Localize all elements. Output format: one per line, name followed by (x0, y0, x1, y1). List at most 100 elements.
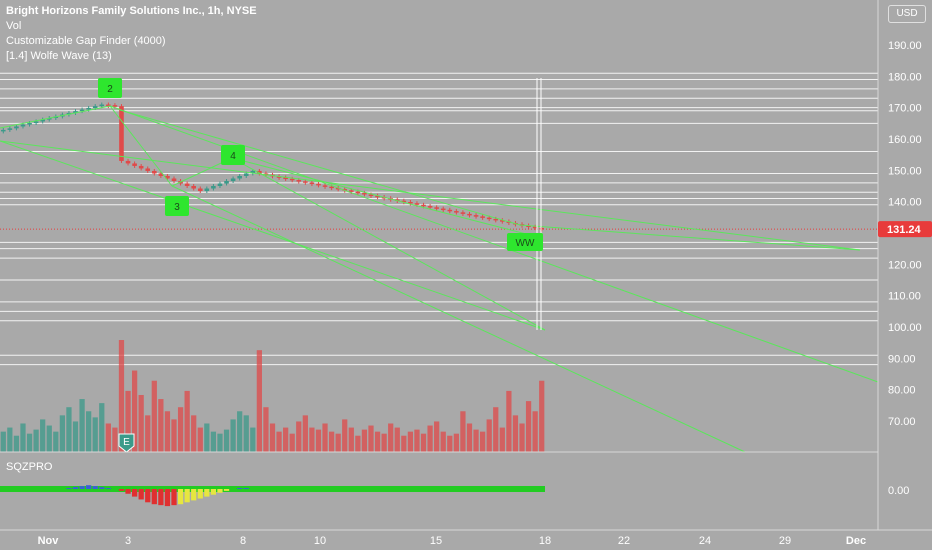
volume-bar-3 (20, 423, 26, 452)
y-tick-190: 190.00 (888, 40, 922, 52)
candle-2 (14, 126, 19, 129)
wave-line-10 (519, 224, 861, 251)
y-tick-120: 120.00 (888, 259, 922, 271)
candle-14 (92, 106, 98, 108)
volume-bar-79 (519, 423, 525, 452)
candle-43 (283, 177, 288, 180)
price-axis[interactable]: 70.0080.0090.00100.00110.00120.00130.001… (888, 40, 922, 428)
wave-label-0: 2 (98, 78, 122, 98)
y-tick-150: 150.00 (888, 165, 922, 177)
sqz-bar-19 (125, 489, 131, 494)
candle-4 (27, 123, 32, 125)
candle-54 (355, 191, 361, 194)
sqz-bar-27 (177, 489, 184, 505)
sqz-bar-13 (86, 485, 92, 489)
candle-29 (191, 186, 197, 189)
wave-label-text-1: 3 (174, 202, 180, 213)
candle-44 (289, 178, 295, 181)
candle-56 (368, 194, 374, 196)
volume-bar-37 (243, 415, 249, 452)
volume-bar-7 (46, 425, 52, 452)
volume-bar-48 (315, 429, 322, 452)
time-axis[interactable]: Nov 3 8 10 15 18 22 24 29 Dec (38, 535, 866, 547)
candle-36 (237, 175, 242, 179)
sqz-bar-15 (99, 487, 105, 489)
x-tick-9: Dec (846, 535, 866, 547)
sqzpro-label[interactable]: SQZPRO (6, 461, 53, 473)
candle-0 (0, 129, 6, 132)
volume-bar-5 (33, 429, 39, 452)
volume-bar-15 (99, 403, 105, 452)
volume-bar-75 (493, 407, 499, 452)
volume-bar-50 (328, 431, 335, 452)
candle-76 (500, 220, 505, 222)
y-tick-100: 100.00 (888, 322, 922, 334)
candle-66 (434, 207, 439, 209)
candle-61 (401, 200, 407, 203)
candle-12 (79, 109, 85, 112)
volume-bar-51 (335, 433, 341, 452)
candle-33 (217, 183, 223, 186)
volume-bar-43 (283, 427, 289, 452)
x-tick-0: Nov (38, 535, 60, 547)
wave-label-bg-2 (221, 145, 245, 165)
sqz-bar-14 (92, 486, 98, 489)
volume-bar-78 (512, 415, 519, 452)
candle-24 (158, 173, 164, 176)
candle-13 (86, 107, 91, 110)
x-tick-6: 22 (618, 535, 630, 547)
volume-bar-28 (184, 390, 190, 452)
volume-bar-60 (394, 427, 400, 452)
candle-74 (486, 217, 492, 220)
volume-bar-59 (388, 423, 394, 452)
wave-label-text-3: WW (516, 238, 535, 249)
candle-64 (421, 204, 426, 207)
volume-bar-32 (210, 431, 217, 452)
indicator-wolfe-wave[interactable]: [1.4] Wolfe Wave (13) (6, 50, 112, 62)
indicator-gap-finder[interactable]: Customizable Gap Finder (4000) (6, 35, 166, 47)
last-price-value: 131.24 (887, 224, 922, 236)
candle-62 (408, 201, 413, 204)
candle-32 (211, 186, 216, 189)
volume-bar-35 (230, 419, 236, 452)
symbol-title[interactable]: Bright Horizons Family Solutions Inc., 1… (6, 5, 257, 17)
candle-30 (197, 188, 203, 192)
volume-bar-65 (427, 425, 433, 452)
volume-bar-54 (355, 435, 361, 452)
volume-bar-0 (0, 431, 6, 452)
sqz-bar-32 (210, 489, 217, 495)
volume-bar-77 (506, 390, 512, 452)
candle-73 (480, 216, 485, 218)
volume-bar-71 (466, 423, 473, 452)
candle-6 (40, 119, 45, 122)
y-tick-70: 70.00 (888, 416, 916, 428)
volume-bar-13 (86, 411, 92, 452)
candle-11 (73, 111, 78, 113)
currency-selector[interactable]: USD (888, 5, 926, 23)
candle-19 (125, 160, 131, 164)
volume-bar-20 (131, 370, 138, 452)
candle-37 (243, 173, 249, 176)
candle-82 (539, 227, 545, 230)
wave-label-text-2: 4 (230, 151, 236, 162)
indicator-vol[interactable]: Vol (6, 20, 22, 32)
volume-bar-53 (348, 427, 354, 452)
volume-bar-25 (164, 411, 171, 452)
candle-38 (250, 170, 256, 174)
candle-7 (46, 118, 52, 120)
last-price-tag: 131.24 (878, 221, 932, 238)
volume-bar-52 (342, 419, 348, 452)
volume-bar-67 (440, 431, 446, 452)
volume-bar-56 (368, 425, 374, 452)
volume-bar-76 (499, 427, 505, 452)
sqz-bar-20 (131, 489, 138, 497)
volume-bar-31 (204, 423, 210, 452)
volume-bar-22 (145, 415, 151, 452)
sqz-bar-26 (171, 489, 177, 506)
x-tick-2: 8 (240, 535, 246, 547)
volume-bar-40 (263, 407, 269, 452)
volume-bar-80 (525, 401, 532, 452)
volume-bar-46 (302, 415, 308, 452)
